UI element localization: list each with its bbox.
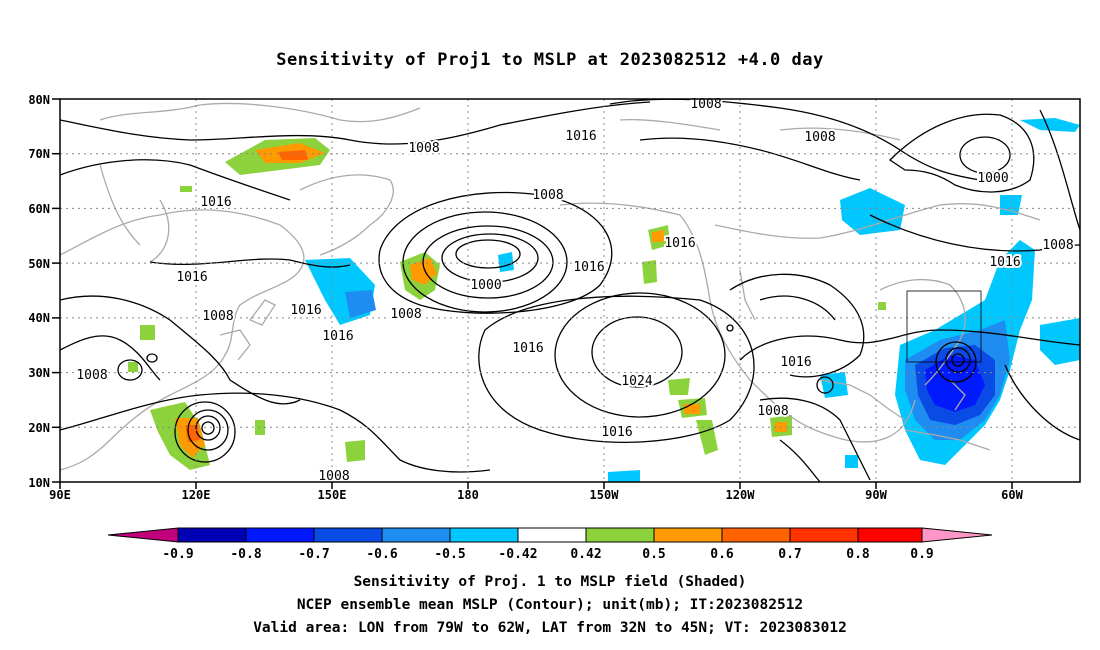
figure-title: Sensitivity of Proj1 to MSLP at 20230825… [276,50,824,70]
lon-label: 180 [457,488,479,502]
colorbar-tick-label: 0.7 [778,547,801,562]
colorbar-swatch [449,527,519,543]
sensitivity-shading [128,118,1080,482]
colorbar-swatch [313,527,383,543]
contour-label: 1016 [565,129,596,144]
lon-label: 150W [590,488,620,502]
contour-label: 1008 [408,141,439,156]
colorbar-tick-label: -0.8 [230,547,261,562]
lat-labels: 80N 70N 60N 50N 40N 30N 20N 10N [28,93,50,490]
lat-label: 40N [28,311,50,325]
lat-label: 80N [28,93,50,107]
lat-label: 50N [28,257,50,271]
contour-label: 1016 [780,355,811,370]
contour-label: 1016 [989,255,1020,270]
coastlines [59,102,1041,471]
map-frame [59,98,1081,483]
contour-label: 1008 [532,188,563,203]
lon-label: 60W [1001,488,1023,502]
colorbar-tick-label: 0.8 [846,547,870,562]
colorbar-tick-label: 0.5 [642,547,665,562]
lat-label: 10N [28,476,50,490]
colorbar-tick-label: -0.6 [366,547,397,562]
mslp-contours [59,98,1081,483]
caption-valid-area: Valid area: LON from 79W to 62W, LAT fro… [253,620,847,636]
colorbar-swatch [857,527,923,543]
lat-label: 70N [28,147,50,161]
lon-label: 90W [865,488,887,502]
contour-label: 1016 [601,425,632,440]
colorbar-swatch [789,527,859,543]
colorbar-swatch [585,527,655,543]
colorbar: -0.9 -0.8 -0.7 -0.6 -0.5 -0.42 0.42 0.5 … [107,527,993,562]
contour-label: 1016 [573,260,604,275]
contour-label: 1008 [757,404,788,419]
contour-label: 1024 [621,374,652,389]
contour-label: 1016 [176,270,207,285]
contour-label: 1000 [977,171,1008,186]
lon-label: 90E [49,488,71,502]
colorbar-swatch [381,527,451,543]
colorbar-left-triangle [107,527,179,543]
colorbar-swatch [245,527,315,543]
contour-label: 1016 [512,341,543,356]
contour-label: 1008 [1042,238,1073,253]
colorbar-tick-label: -0.7 [298,547,329,562]
colorbar-tick-label: -0.42 [498,547,537,562]
contour-label: 1016 [664,236,695,251]
contour-label: 1008 [202,309,233,324]
lat-label: 30N [28,366,50,380]
contour-label: 1008 [390,307,421,322]
colorbar-swatch [177,527,247,543]
contour-label: 1016 [290,303,321,318]
lon-label: 120E [182,488,211,502]
contour-label: 1000 [470,278,501,293]
contour-label: 1016 [322,329,353,344]
colorbar-swatch [653,527,723,543]
colorbar-tick-label: -0.5 [434,547,465,562]
gridlines [60,99,1080,482]
contour-label: 1016 [200,195,231,210]
colorbar-swatch [517,527,587,543]
lat-label: 60N [28,202,50,216]
colorbar-swatch [721,527,791,543]
lat-label: 20N [28,421,50,435]
axis-ticks [52,98,1013,489]
colorbar-tick-label: 0.6 [710,547,734,562]
lon-labels: 90E 120E 150E 180 150W 120W 90W 60W [49,488,1023,502]
valid-area-box [906,290,982,363]
colorbar-right-triangle [921,527,993,543]
lon-label: 120W [726,488,756,502]
caption-shading: Sensitivity of Proj. 1 to MSLP field (Sh… [353,574,747,590]
colorbar-tick-label: 0.9 [910,547,933,562]
colorbar-tick-label: -0.9 [162,547,193,562]
colorbar-tick-label: 0.42 [570,547,601,562]
contour-label: 1008 [76,368,107,383]
caption-contour: NCEP ensemble mean MSLP (Contour); unit(… [296,597,804,613]
contour-label: 1008 [804,130,835,145]
lon-label: 150E [318,488,347,502]
